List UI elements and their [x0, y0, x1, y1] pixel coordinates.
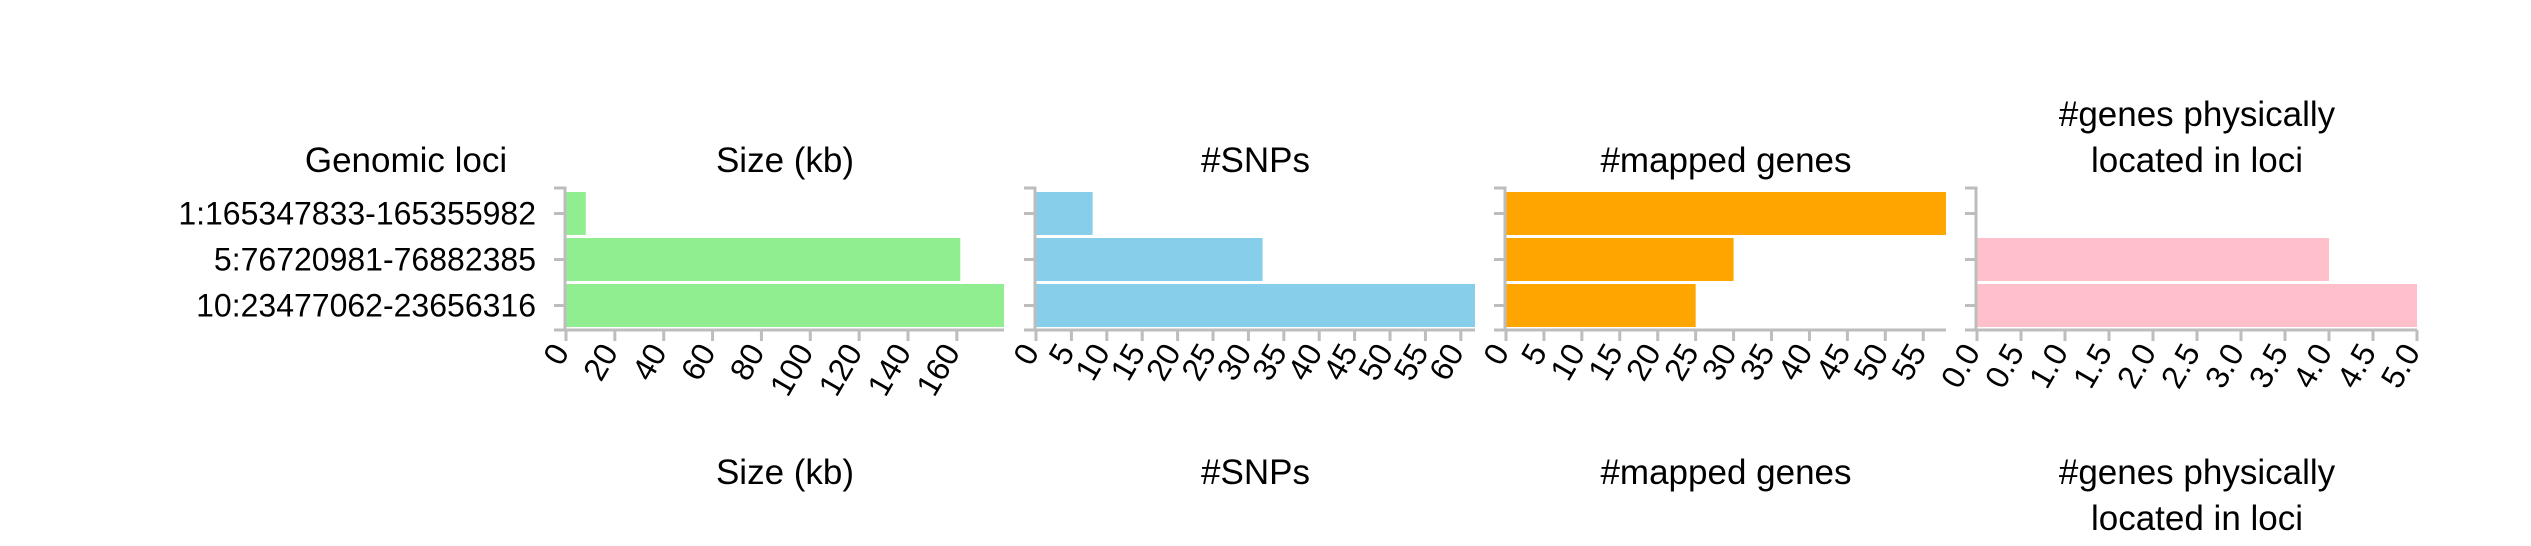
x-tick-label: 60 — [1422, 338, 1471, 387]
x-tick-label: 2.0 — [2110, 338, 2163, 395]
bar — [1977, 284, 2417, 327]
bar — [1036, 238, 1263, 281]
x-axis-title: located in loci — [2091, 499, 2303, 538]
x-tick-label: 60 — [674, 338, 723, 387]
bar — [566, 192, 586, 235]
x-tick-label: 140 — [860, 338, 918, 402]
locus-label: 10:23477062-23656316 — [196, 288, 536, 324]
x-tick-label: 1.0 — [2022, 338, 2075, 395]
locus-label: 5:76720981-76882385 — [214, 242, 536, 278]
x-tick-label: 0.0 — [1934, 338, 1987, 395]
x-tick-label: 120 — [811, 338, 869, 402]
x-tick-label: 2.5 — [2154, 338, 2207, 395]
x-tick-label: 4.5 — [2330, 338, 2383, 395]
x-tick-label: 160 — [909, 338, 967, 402]
x-tick-label: 1.5 — [2066, 338, 2119, 395]
panel-title: located in loci — [2091, 141, 2303, 180]
bar — [1977, 238, 2329, 281]
bar — [1506, 284, 1696, 327]
x-tick-label: 3.5 — [2242, 338, 2295, 395]
x-axis-title: #genes physically — [2059, 453, 2336, 492]
bar — [566, 284, 1004, 327]
x-tick-label: 0 — [536, 338, 576, 371]
loci-header: Genomic loci — [305, 141, 507, 180]
bar — [1506, 192, 1946, 235]
x-tick-label: 40 — [625, 338, 674, 387]
x-tick-label: 0 — [1476, 338, 1516, 371]
x-tick-label: 4.0 — [2286, 338, 2339, 395]
x-tick-label: 5.0 — [2374, 338, 2427, 395]
locus-label: 1:165347833-165355982 — [178, 196, 536, 232]
bar — [1036, 284, 1475, 327]
x-axis-title: #mapped genes — [1600, 453, 1851, 492]
x-tick-label: 55 — [1884, 338, 1933, 387]
x-tick-label: 100 — [762, 338, 820, 402]
bar — [1036, 192, 1093, 235]
x-axis-title: Size (kb) — [716, 453, 854, 492]
bar — [566, 238, 961, 281]
bar — [1506, 238, 1734, 281]
panel-title: #genes physically — [2059, 95, 2336, 134]
x-axis-title: #SNPs — [1201, 453, 1310, 492]
x-tick-label: 20 — [576, 338, 625, 387]
x-tick-label: 0.5 — [1978, 338, 2031, 395]
panel-title: #mapped genes — [1600, 141, 1851, 180]
panel-title: Size (kb) — [716, 141, 854, 180]
x-tick-label: 0 — [1006, 338, 1046, 371]
loci-label-column: Genomic loci 1:165347833-165355982 5:7672… — [178, 141, 536, 324]
panel-title: #SNPs — [1201, 141, 1310, 180]
x-tick-label: 3.0 — [2198, 338, 2251, 395]
chart-panel-3: #mapped genes0510152025303540455055#mapp… — [1476, 141, 1946, 492]
